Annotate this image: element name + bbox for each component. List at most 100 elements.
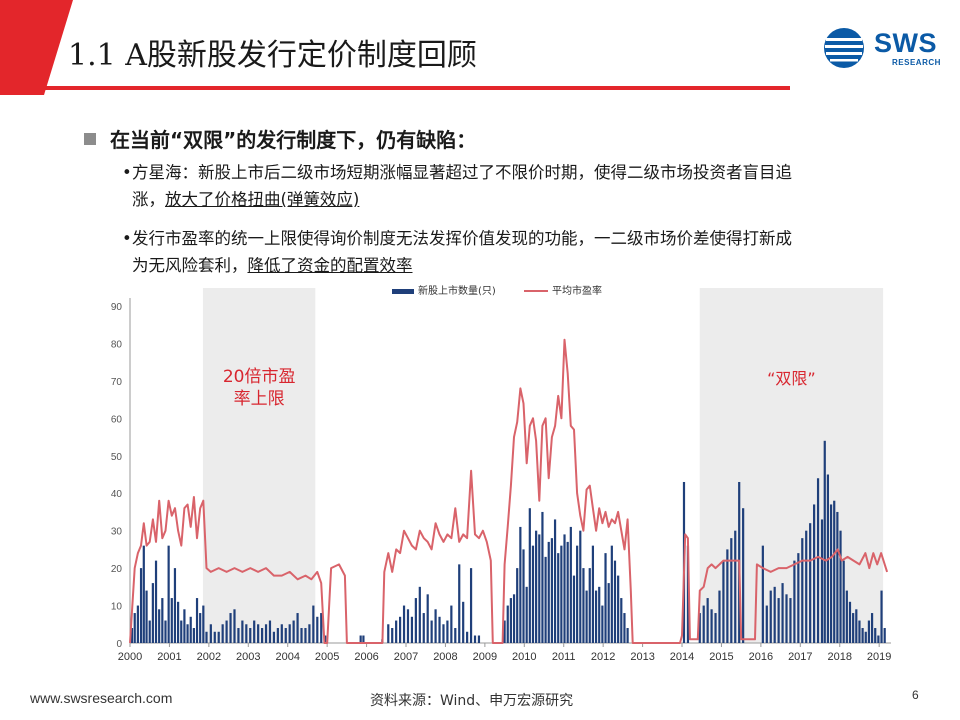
bar-ipo-count [516, 568, 519, 643]
bar-ipo-count [308, 624, 311, 643]
bar-ipo-count [823, 440, 826, 643]
bar-ipo-count [742, 508, 745, 643]
bullet-dot-icon: • [122, 229, 132, 248]
legend-swatch-bars [392, 289, 414, 294]
bar-ipo-count [777, 598, 780, 643]
bar-ipo-count [877, 635, 880, 643]
bar-ipo-count [288, 624, 291, 643]
bar-ipo-count [161, 598, 164, 643]
bar-ipo-count [613, 560, 617, 643]
bar-ipo-count [469, 568, 473, 643]
bar-ipo-count [151, 583, 154, 643]
bar-ipo-count [430, 620, 433, 643]
bar-ipo-count [852, 613, 855, 643]
bar-ipo-count [180, 620, 183, 643]
bar-ipo-count [164, 620, 167, 643]
bar-ipo-count [454, 628, 457, 643]
bar-ipo-count [839, 530, 842, 643]
bar-ipo-count [410, 616, 414, 643]
bar-ipo-count [406, 609, 410, 643]
bar-ipo-count [284, 628, 287, 643]
bar-ipo-count [585, 590, 588, 643]
bar-ipo-count [809, 523, 812, 643]
bar-ipo-count [801, 538, 804, 643]
bar-ipo-count [268, 620, 272, 643]
bar-ipo-count [145, 590, 148, 643]
bar-ipo-count [237, 628, 240, 643]
sws-logo: SWS RESEARCH [822, 24, 942, 72]
bar-ipo-count [136, 605, 139, 643]
x-tick-label: 2018 [827, 651, 851, 663]
bar-ipo-count [870, 613, 874, 643]
bar-ipo-count [842, 560, 845, 643]
bar-ipo-count [276, 628, 279, 643]
x-tick-label: 2006 [354, 651, 378, 663]
bar-ipo-count [820, 519, 824, 643]
bar-ipo-count [466, 631, 469, 643]
bar-ipo-count [158, 609, 161, 643]
bar-ipo-count [541, 511, 544, 643]
bar-ipo-count [192, 628, 195, 643]
bar-ipo-count [418, 586, 421, 643]
x-tick-label: 2001 [157, 651, 181, 663]
sws-logo-mark-icon [824, 28, 864, 68]
bar-ipo-count [142, 545, 145, 643]
bar-ipo-count [761, 545, 764, 643]
x-tick-label: 2017 [788, 651, 812, 663]
annotation-pe-cap: 20倍市盈 [223, 367, 296, 387]
bar-ipo-count [607, 583, 610, 643]
annotation-double-limit: “双限” [767, 369, 816, 388]
bar-ipo-count [848, 601, 852, 643]
bar-ipo-count [177, 601, 180, 643]
bar-ipo-count [253, 620, 256, 643]
section-headline: 在当前“双限”的发行制度下，仍有缺陷： [84, 124, 476, 153]
bar-ipo-count [434, 609, 437, 643]
bar-ipo-count [316, 616, 319, 643]
bar-ipo-count [139, 568, 143, 643]
bar-ipo-count [450, 605, 453, 643]
bar-ipo-count [604, 553, 607, 643]
bar-ipo-count [569, 526, 572, 643]
x-tick-label: 2002 [197, 651, 221, 663]
bar-ipo-count [209, 624, 212, 643]
bar-ipo-count [547, 541, 550, 643]
bar-ipo-count [221, 624, 224, 643]
square-bullet-icon [84, 133, 96, 145]
annotation-pe-cap: 率上限 [234, 389, 285, 409]
y-tick-label: 70 [111, 377, 123, 388]
bar-ipo-count [544, 556, 547, 643]
bar-ipo-count [781, 583, 784, 643]
bar-ipo-count [535, 530, 538, 643]
footer-source: 资料来源：Wind、申万宏源研究 [370, 693, 574, 709]
bar-ipo-count [528, 508, 531, 643]
bar-ipo-count [538, 534, 541, 643]
bullet-1-prefix: 涨， [132, 190, 165, 209]
bar-ipo-count [245, 624, 248, 643]
bar-ipo-count [626, 628, 629, 643]
x-tick-label: 2008 [433, 651, 457, 663]
bar-ipo-count [359, 635, 362, 643]
bar-ipo-count [186, 624, 189, 643]
bar-ipo-count [730, 538, 733, 643]
bar-ipo-count [560, 545, 563, 643]
bar-ipo-count [769, 590, 772, 643]
bar-ipo-count [706, 598, 709, 643]
bar-ipo-count [880, 590, 883, 643]
bar-ipo-count [422, 613, 425, 643]
bar-ipo-count [229, 613, 232, 643]
bar-ipo-count [312, 605, 315, 643]
bar-ipo-count [170, 598, 173, 643]
bar-ipo-count [566, 541, 569, 643]
bar-ipo-count [292, 620, 295, 643]
bar-ipo-count [572, 575, 576, 643]
bar-ipo-count [598, 586, 601, 643]
bar-ipo-count [601, 605, 604, 643]
header: 1.1 A股新股发行定价制度回顾 SWS RESEARCH [0, 0, 960, 95]
bar-ipo-count [858, 620, 861, 643]
bar-ipo-count [148, 620, 151, 643]
footer-url[interactable]: www.swsresearch.com [30, 690, 173, 706]
x-tick-label: 2011 [552, 651, 576, 663]
bar-ipo-count [296, 613, 299, 643]
bar-ipo-count [773, 586, 776, 643]
bar-ipo-count [579, 530, 582, 643]
